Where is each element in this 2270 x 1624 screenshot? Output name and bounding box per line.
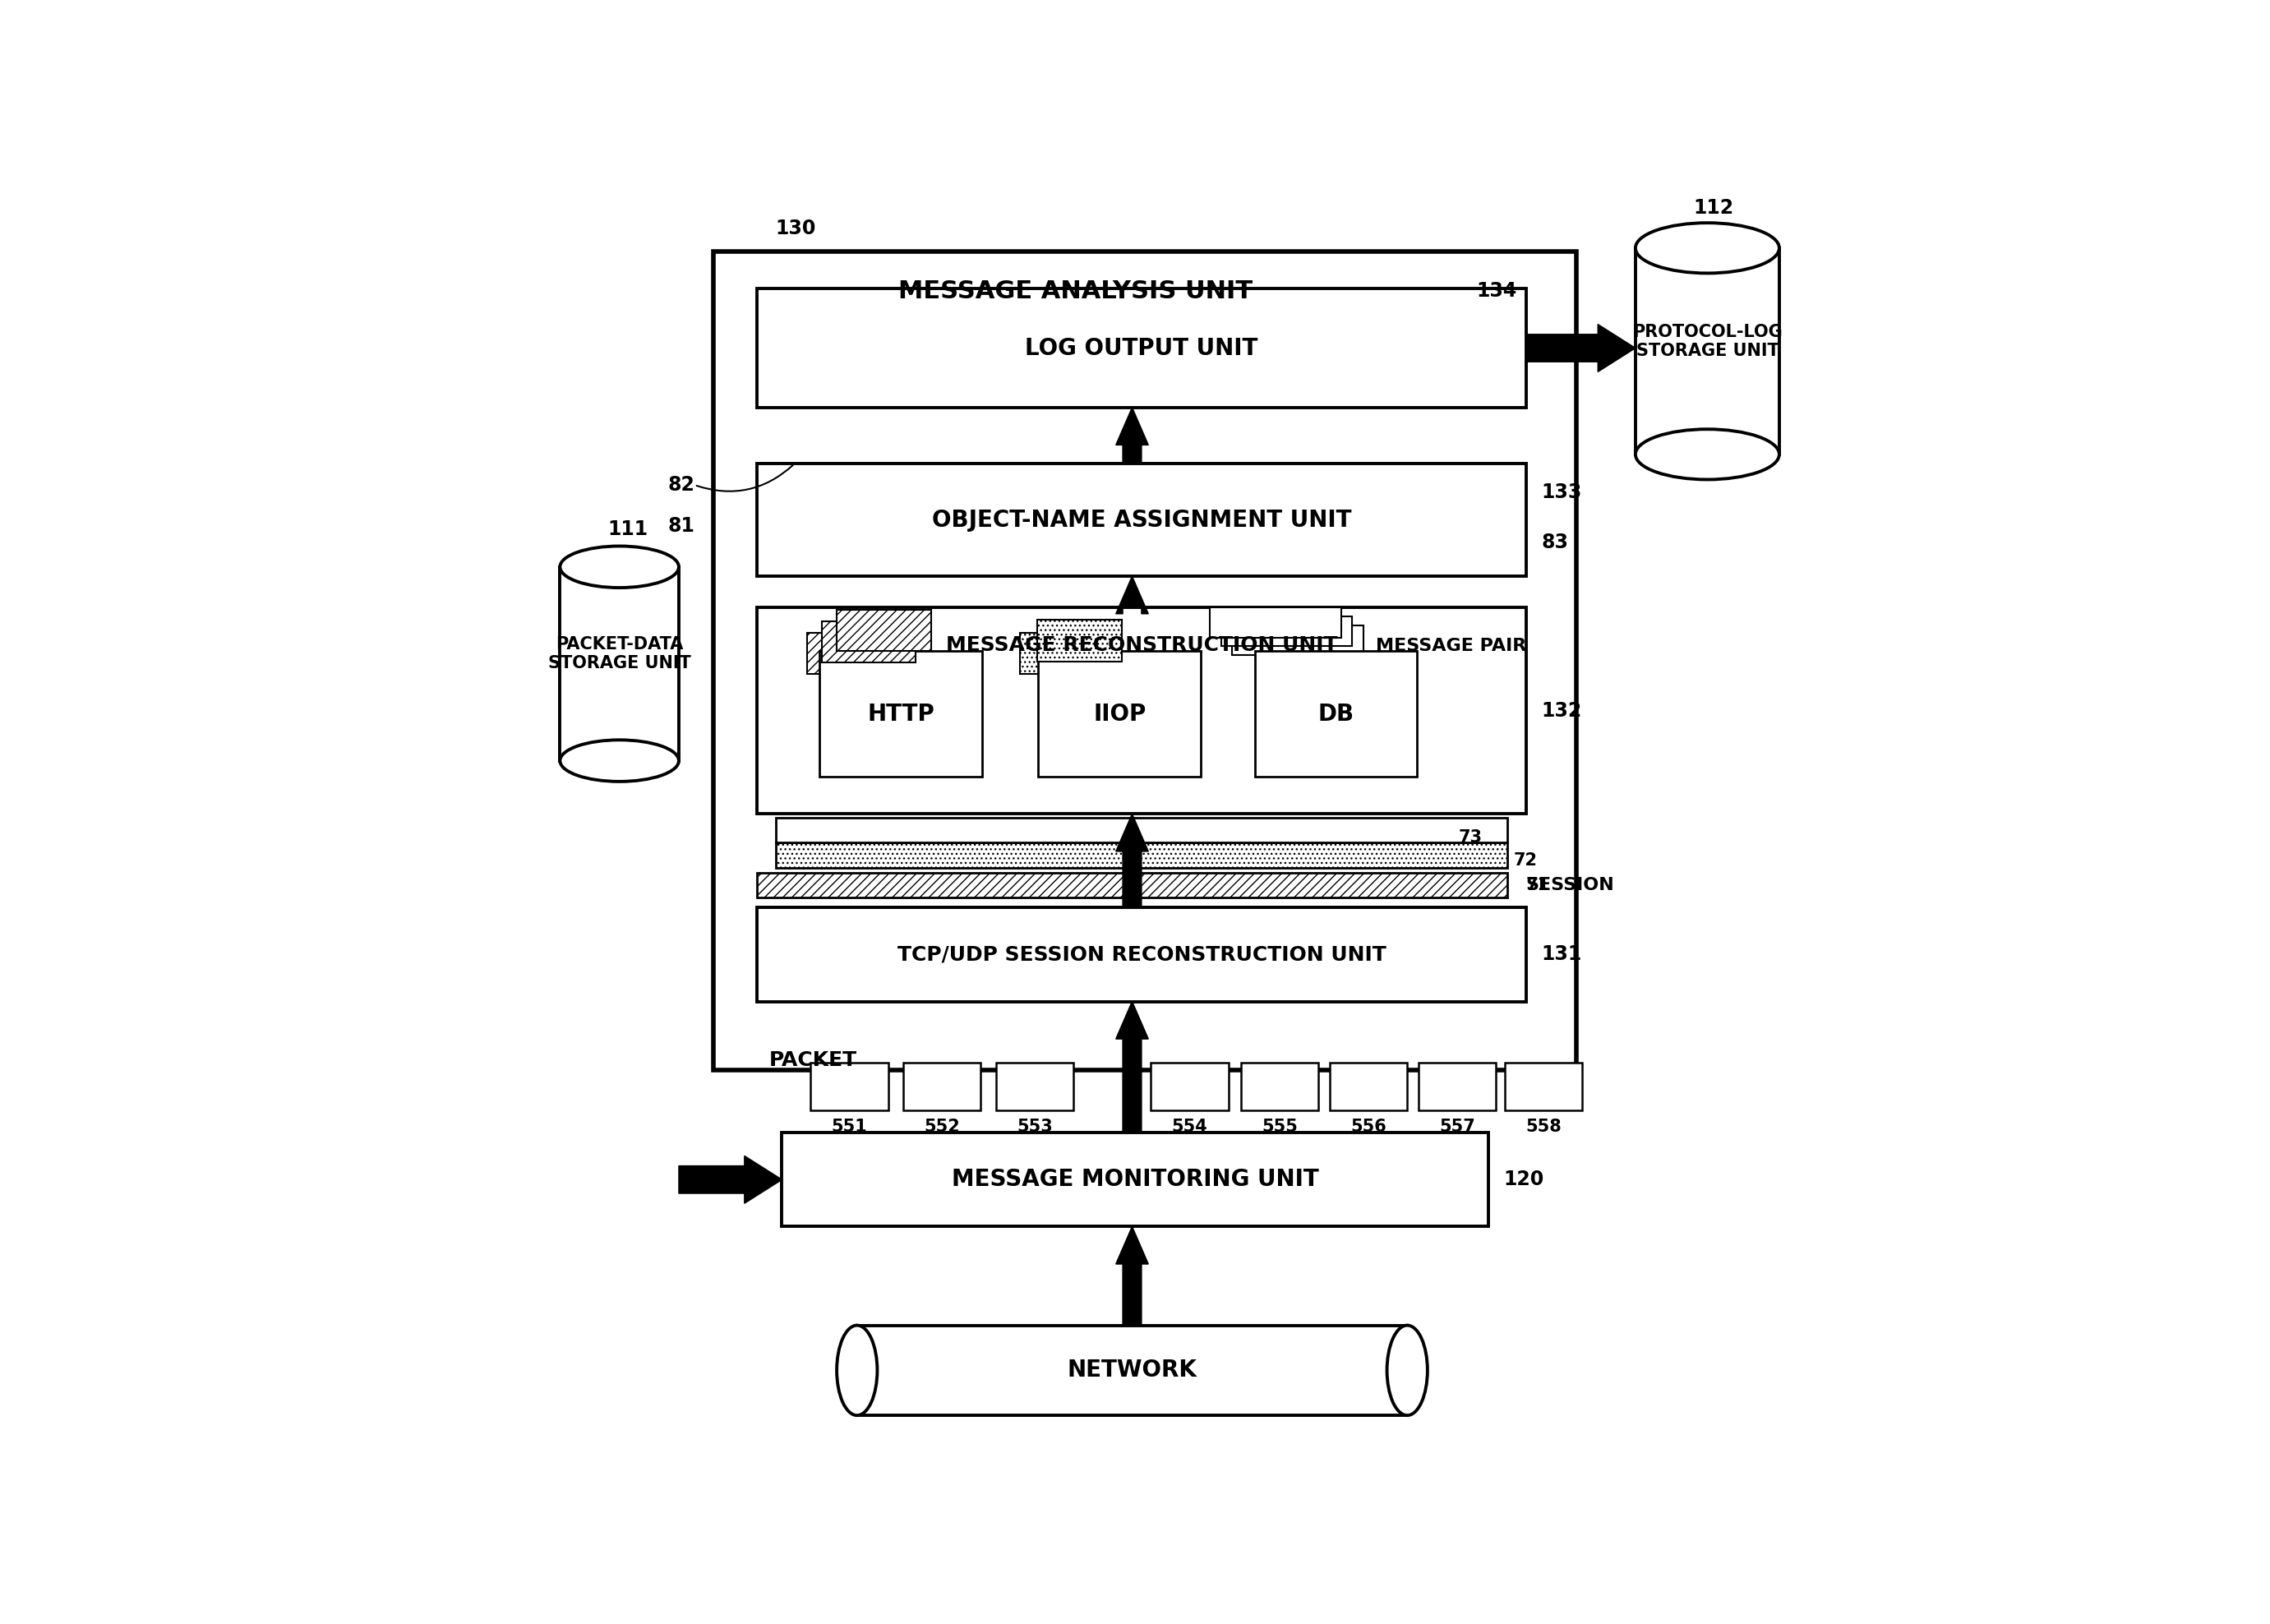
FancyArrow shape — [1117, 408, 1149, 464]
Text: 556: 556 — [1351, 1119, 1387, 1135]
Bar — [1419, 1062, 1496, 1111]
Text: LOG OUTPUT UNIT: LOG OUTPUT UNIT — [1026, 336, 1258, 359]
Text: 131: 131 — [1541, 945, 1582, 965]
Bar — [1210, 607, 1342, 638]
Bar — [838, 611, 931, 651]
Text: 112: 112 — [1693, 198, 1734, 218]
Text: 81: 81 — [667, 516, 695, 536]
Bar — [1151, 1062, 1228, 1111]
Bar — [808, 633, 901, 674]
Text: 120: 120 — [1503, 1169, 1544, 1189]
Bar — [1330, 1062, 1407, 1111]
Text: NETWORK: NETWORK — [1067, 1359, 1196, 1382]
Bar — [810, 1062, 888, 1111]
Text: 73: 73 — [1457, 830, 1482, 846]
Bar — [1037, 651, 1201, 776]
Text: 557: 557 — [1439, 1119, 1476, 1135]
Ellipse shape — [1634, 429, 1780, 479]
Text: PACKET: PACKET — [770, 1051, 858, 1070]
Text: 553: 553 — [1017, 1119, 1053, 1135]
Bar — [819, 651, 983, 776]
Text: MESSAGE MONITORING UNIT: MESSAGE MONITORING UNIT — [951, 1168, 1319, 1190]
Bar — [1233, 625, 1364, 654]
Text: 71: 71 — [1525, 877, 1550, 893]
Text: 555: 555 — [1262, 1119, 1298, 1135]
Bar — [822, 622, 915, 663]
Bar — [561, 567, 679, 760]
FancyArrow shape — [1117, 1002, 1149, 1134]
Bar — [776, 817, 1507, 843]
FancyArrow shape — [1117, 577, 1149, 614]
FancyArrow shape — [1117, 1226, 1149, 1325]
Text: TCP/UDP SESSION RECONSTRUCTION UNIT: TCP/UDP SESSION RECONSTRUCTION UNIT — [897, 945, 1387, 965]
Text: 133: 133 — [1541, 482, 1582, 502]
Text: 552: 552 — [924, 1119, 960, 1135]
FancyArrow shape — [1117, 814, 1149, 908]
Text: IIOP: IIOP — [1094, 702, 1146, 726]
Text: DB: DB — [1319, 702, 1355, 726]
Ellipse shape — [561, 546, 679, 588]
Bar — [1242, 1062, 1319, 1111]
Text: 83: 83 — [1541, 533, 1569, 552]
FancyArrow shape — [1525, 325, 1634, 372]
Bar — [713, 252, 1575, 1070]
Text: PROTOCOL-LOG
STORAGE UNIT: PROTOCOL-LOG STORAGE UNIT — [1632, 323, 1782, 359]
Text: 72: 72 — [1514, 853, 1537, 869]
Bar — [858, 1325, 1407, 1416]
Bar — [776, 843, 1507, 867]
Bar — [756, 872, 1507, 898]
Bar — [1019, 633, 1105, 674]
Text: 82: 82 — [667, 476, 695, 495]
Text: HTTP: HTTP — [867, 702, 935, 726]
Bar — [756, 908, 1525, 1002]
FancyArrow shape — [679, 1156, 781, 1203]
Bar — [1221, 615, 1353, 646]
Text: SESSION: SESSION — [1525, 877, 1614, 893]
Bar — [781, 1134, 1489, 1226]
Text: 551: 551 — [831, 1119, 867, 1135]
Ellipse shape — [1387, 1325, 1428, 1416]
Text: PACKET-DATA
STORAGE UNIT: PACKET-DATA STORAGE UNIT — [547, 637, 690, 672]
Text: MESSAGE PAIR: MESSAGE PAIR — [1376, 638, 1525, 654]
Text: 132: 132 — [1541, 702, 1582, 721]
Text: 554: 554 — [1171, 1119, 1208, 1135]
Text: 134: 134 — [1476, 281, 1516, 300]
Bar — [756, 464, 1525, 577]
Bar — [756, 289, 1525, 408]
Text: 130: 130 — [776, 219, 817, 239]
Ellipse shape — [561, 741, 679, 781]
Bar — [1634, 248, 1780, 455]
Bar — [997, 1062, 1074, 1111]
Bar — [903, 1062, 981, 1111]
Text: MESSAGE ANALYSIS UNIT: MESSAGE ANALYSIS UNIT — [899, 279, 1253, 304]
Bar — [1505, 1062, 1582, 1111]
Bar — [1037, 620, 1121, 661]
Bar — [756, 607, 1525, 814]
Bar — [1255, 651, 1416, 776]
Text: 558: 558 — [1525, 1119, 1562, 1135]
Ellipse shape — [838, 1325, 876, 1416]
Text: MESSAGE RECONSTRUCTION UNIT: MESSAGE RECONSTRUCTION UNIT — [947, 635, 1337, 654]
Text: 111: 111 — [608, 520, 647, 539]
Ellipse shape — [1634, 222, 1780, 273]
Text: OBJECT-NAME ASSIGNMENT UNIT: OBJECT-NAME ASSIGNMENT UNIT — [931, 508, 1351, 531]
